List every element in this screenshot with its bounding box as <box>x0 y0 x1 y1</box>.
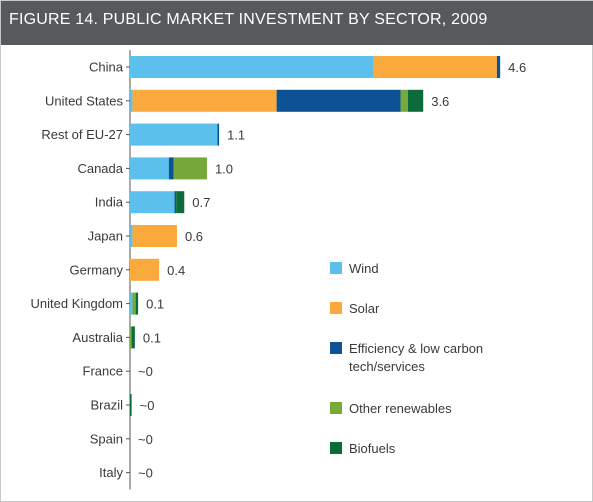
category-label-rest-of-eu-27: Rest of EU-27 <box>41 127 123 142</box>
value-label-rest-of-eu-27: 1.1 <box>227 128 245 143</box>
bar-rest-of-eu-27-efficiency-and-low-carbon-tech-services <box>217 123 220 146</box>
bar-india-biofuels <box>176 191 185 214</box>
bar-brazil-biofuels <box>130 394 132 416</box>
value-label-india: 0.7 <box>192 195 210 210</box>
category-label-india: India <box>95 195 124 210</box>
bar-united-states-other-renewables <box>400 89 408 112</box>
value-label-australia: 0.1 <box>143 330 161 345</box>
legend-label-solar: Solar <box>349 301 380 316</box>
bar-china-wind <box>130 56 373 78</box>
value-label-italy: ~0 <box>138 466 153 481</box>
value-label-spain: ~0 <box>138 432 153 447</box>
legend-label-wind: Wind <box>349 261 379 276</box>
category-label-china: China <box>89 60 124 75</box>
legend-label-efficiency-and-low-carbon-tech-services: Efficiency & low carbon tech/services <box>349 341 483 374</box>
bar-united-states-efficiency-and-low-carbon-tech-services <box>276 89 401 112</box>
bar-united-kingdom-other-renewables <box>132 292 136 315</box>
bar-canada-wind <box>130 157 169 180</box>
category-label-united-kingdom: United Kingdom <box>31 296 124 311</box>
legend-swatch-other-renewables <box>330 402 342 414</box>
bar-germany-solar <box>130 258 160 281</box>
bar-united-states-biofuels <box>407 89 424 112</box>
value-label-japan: 0.6 <box>185 229 203 244</box>
bar-japan-wind <box>130 225 133 247</box>
legend-swatch-biofuels <box>330 442 342 454</box>
category-label-france: France <box>83 364 123 379</box>
category-label-united-states: United States <box>45 93 124 108</box>
bar-australia-biofuels <box>131 326 135 349</box>
category-label-canada: Canada <box>77 161 123 176</box>
bar-india-wind <box>130 191 175 214</box>
legend-swatch-wind <box>330 262 342 274</box>
value-label-germany: 0.4 <box>167 263 185 278</box>
bar-china-efficiency-and-low-carbon-tech-services <box>496 56 501 78</box>
value-label-brazil: ~0 <box>140 398 155 413</box>
category-label-australia: Australia <box>72 330 123 345</box>
bar-india-efficiency-and-low-carbon-tech-services <box>174 191 177 214</box>
figure-title: FIGURE 14. PUBLIC MARKET INVESTMENT BY S… <box>9 11 488 28</box>
bar-united-states-solar <box>132 89 277 112</box>
bar-chart: China 4.6 United States 3.6 Rest of EU-27 1.1… <box>31 50 526 490</box>
bar-australia-other-renewables <box>130 326 132 349</box>
category-label-brazil: Brazil <box>90 398 123 413</box>
bar-united-states-wind <box>130 89 133 112</box>
legend-swatch-solar <box>330 302 342 314</box>
category-label-germany: Germany <box>70 262 124 277</box>
bar-canada-efficiency-and-low-carbon-tech-services <box>168 157 174 180</box>
value-label-united-kingdom: 0.1 <box>146 297 164 312</box>
bar-united-kingdom-biofuels <box>135 292 139 315</box>
value-label-united-states: 3.6 <box>431 94 449 109</box>
legend-label-other-renewables: Other renewables <box>349 401 452 416</box>
category-label-japan: Japan <box>88 229 123 244</box>
value-label-france: ~0 <box>138 364 153 379</box>
bar-china-solar <box>373 56 497 78</box>
category-label-spain: Spain <box>90 431 123 446</box>
bar-canada-other-renewables <box>173 157 207 180</box>
bar-rest-of-eu-27-wind <box>130 123 218 146</box>
value-label-china: 4.6 <box>508 60 526 75</box>
legend-label-biofuels: Biofuels <box>349 441 396 456</box>
bar-japan-solar <box>132 225 177 247</box>
figure-title-bar: FIGURE 14. PUBLIC MARKET INVESTMENT BY S… <box>1 1 593 45</box>
value-label-canada: 1.0 <box>215 161 233 176</box>
category-label-italy: Italy <box>99 465 123 480</box>
legend-swatch-efficiency-and-low-carbon-tech-services <box>330 342 342 354</box>
bar-united-kingdom-wind <box>130 292 133 315</box>
